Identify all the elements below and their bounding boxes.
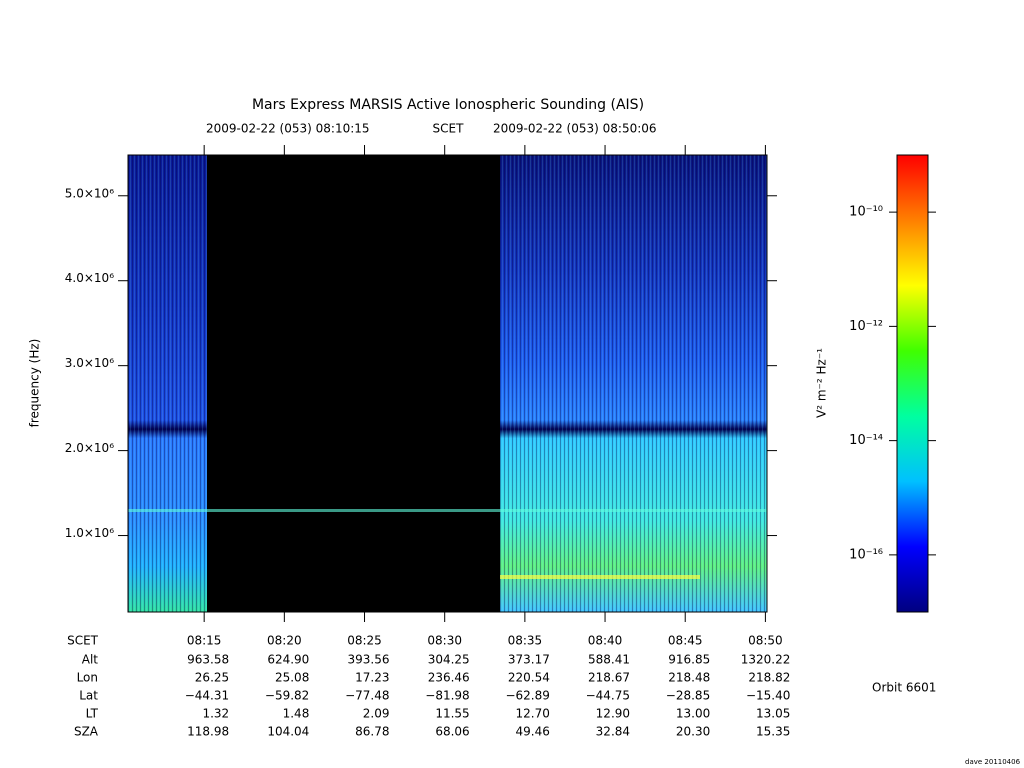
colorbar-tick-label: 10⁻¹⁴ [849, 433, 883, 448]
table-cell: 393.56 [348, 653, 390, 667]
x-tick-label: 08:20 [267, 634, 302, 648]
table-cell: 12.90 [596, 707, 630, 721]
table-cell: 20.30 [676, 725, 710, 739]
table-cell: 2.09 [363, 707, 390, 721]
table-cell: 26.25 [195, 671, 229, 685]
x-tick-label: 08:15 [187, 634, 222, 648]
table-cell: −15.40 [746, 689, 790, 703]
table-cell: −77.48 [345, 689, 389, 703]
table-cell: 104.04 [267, 725, 309, 739]
table-cell: 12.70 [516, 707, 550, 721]
table-cell: 32.84 [596, 725, 630, 739]
table-cell: 963.58 [187, 653, 229, 667]
colorbar-label: V² m⁻² Hz⁻¹ [815, 348, 829, 418]
footer: dave 20110406 [965, 758, 1021, 766]
row-label: SZA [74, 725, 99, 739]
orbit: Orbit 6601 [872, 681, 936, 695]
table-cell: 118.98 [187, 725, 229, 739]
x-tick-label: 08:25 [347, 634, 382, 648]
row-label: Lat [79, 689, 98, 703]
time-label: SCET [433, 122, 465, 136]
colorbar-tick-label: 10⁻¹² [849, 319, 883, 334]
spectrogram-image [128, 155, 767, 612]
table-cell: 588.41 [588, 653, 630, 667]
table-cell: 236.46 [428, 671, 470, 685]
y-tick-label: 2.0×10⁶ [65, 441, 114, 455]
table-cell: 218.48 [668, 671, 710, 685]
table-cell: −44.75 [586, 689, 630, 703]
y-axis-label: frequency (Hz) [28, 339, 42, 428]
table-cell: 916.85 [668, 653, 710, 667]
table-cell: 68.06 [435, 725, 469, 739]
row-label: Alt [82, 653, 99, 667]
table-cell: −62.89 [505, 689, 549, 703]
table-cell: 15.35 [756, 725, 790, 739]
table-cell: 624.90 [267, 653, 309, 667]
table-cell: 218.82 [748, 671, 790, 685]
table-cell: 1.48 [283, 707, 310, 721]
table-cell: 11.55 [435, 707, 469, 721]
table-cell: 373.17 [508, 653, 550, 667]
plot-frame [127, 154, 768, 613]
colorbar [896, 154, 929, 613]
y-tick-label: 5.0×10⁶ [65, 186, 114, 200]
row-label: LT [86, 707, 99, 721]
end-time: 2009-02-22 (053) 08:50:06 [493, 122, 657, 136]
table-cell: 13.05 [756, 707, 790, 721]
x-tick-label: 08:30 [427, 634, 462, 648]
x-tick-label: 08:50 [748, 634, 783, 648]
colorbar-tick-label: 10⁻¹⁰ [849, 205, 883, 220]
y-tick-label: 3.0×10⁶ [65, 356, 114, 370]
y-tick-label: 1.0×10⁶ [65, 526, 114, 540]
x-tick-label: 08:45 [668, 634, 703, 648]
chart-title: Mars Express MARSIS Active Ionospheric S… [252, 97, 644, 113]
start-time: 2009-02-22 (053) 08:10:15 [206, 122, 370, 136]
table-cell: 86.78 [355, 725, 389, 739]
table-cell: 13.00 [676, 707, 710, 721]
y-tick-label: 4.0×10⁶ [65, 271, 114, 285]
table-cell: 1320.22 [741, 653, 791, 667]
x-tick-label: 08:35 [508, 634, 543, 648]
table-cell: 17.23 [355, 671, 389, 685]
table-cell: 304.25 [428, 653, 470, 667]
table-cell: 1.32 [202, 707, 229, 721]
row-label: Lon [77, 671, 98, 685]
colorbar-tick-label: 10⁻¹⁶ [849, 547, 883, 562]
table-cell: 25.08 [275, 671, 309, 685]
table-cell: 220.54 [508, 671, 550, 685]
table-cell: −59.82 [265, 689, 309, 703]
x-tick-label: 08:40 [588, 634, 623, 648]
table-cell: −44.31 [185, 689, 229, 703]
table-cell: −28.85 [666, 689, 710, 703]
table-cell: 218.67 [588, 671, 630, 685]
table-cell: 49.46 [516, 725, 550, 739]
row-label: SCET [67, 634, 99, 648]
table-cell: −81.98 [425, 689, 469, 703]
